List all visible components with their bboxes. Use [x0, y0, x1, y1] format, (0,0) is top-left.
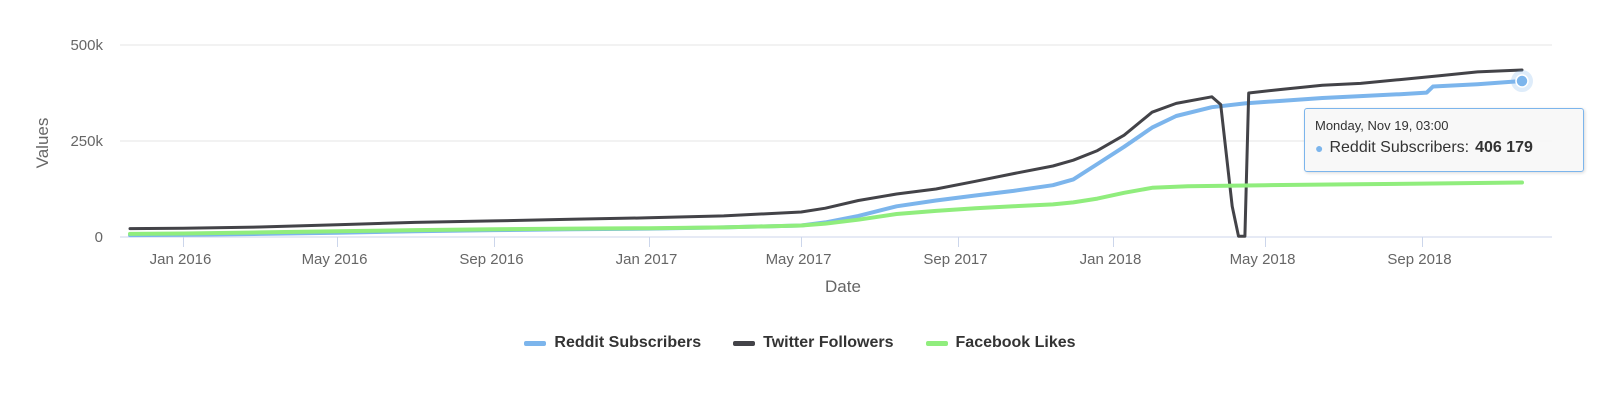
x-tick-label: May 2016 — [302, 251, 368, 268]
x-tick-label: Sep 2017 — [923, 251, 987, 268]
x-tick-label: May 2017 — [766, 251, 832, 268]
hover-marker-point — [1515, 74, 1529, 88]
legend-item-reddit[interactable]: Reddit Subscribers — [524, 334, 701, 352]
tooltip-header: Monday, Nov 19, 03:00 — [1315, 118, 1449, 133]
x-tick-label: May 2018 — [1230, 251, 1296, 268]
tooltip-series-name: Reddit Subscribers — [1329, 139, 1465, 156]
y-tick-label: 250k — [70, 133, 103, 150]
y-tick-label: 0 — [95, 229, 103, 246]
x-tick-label: Sep 2016 — [459, 251, 523, 268]
x-tick-label: Jan 2016 — [150, 251, 212, 268]
series-line-twitter-followers[interactable] — [128, 68, 1524, 238]
legend-swatch-twitter — [733, 340, 756, 346]
x-tick-label: Jan 2017 — [616, 251, 678, 268]
legend: Reddit Subscribers Twitter Followers Fac… — [0, 334, 1600, 352]
legend-label-facebook: Facebook Likes — [955, 334, 1076, 351]
x-axis-ticks — [183, 237, 1423, 247]
series-line-facebook-likes[interactable] — [128, 180, 1524, 236]
y-tick-label: 500k — [70, 37, 103, 54]
y-axis-title: Values — [33, 118, 52, 169]
legend-item-twitter[interactable]: Twitter Followers — [733, 334, 894, 352]
tooltip-series-dot: ● — [1315, 140, 1324, 156]
x-axis-labels: Jan 2016 May 2016 Sep 2016 Jan 2017 May 2017… — [150, 251, 1452, 268]
legend-item-facebook[interactable]: Facebook Likes — [925, 334, 1076, 352]
tooltip: Monday, Nov 19, 03:00 ● Reddit Subscribe… — [1304, 108, 1584, 172]
y-axis-labels: 0 250k 500k — [70, 37, 103, 246]
series-lines[interactable] — [128, 68, 1524, 238]
x-axis-title: Date — [825, 277, 861, 296]
legend-label-reddit: Reddit Subscribers — [554, 334, 702, 351]
legend-swatch-reddit — [524, 340, 547, 346]
tooltip-row: ● Reddit Subscribers: 406 179 — [1315, 139, 1533, 156]
legend-swatch-facebook — [925, 340, 948, 346]
x-tick-label: Jan 2018 — [1080, 251, 1142, 268]
legend-label-twitter: Twitter Followers — [763, 334, 894, 351]
x-tick-label: Sep 2018 — [1387, 251, 1451, 268]
tooltip-value: 406 179 — [1475, 139, 1533, 156]
hover-marker — [1511, 70, 1533, 93]
